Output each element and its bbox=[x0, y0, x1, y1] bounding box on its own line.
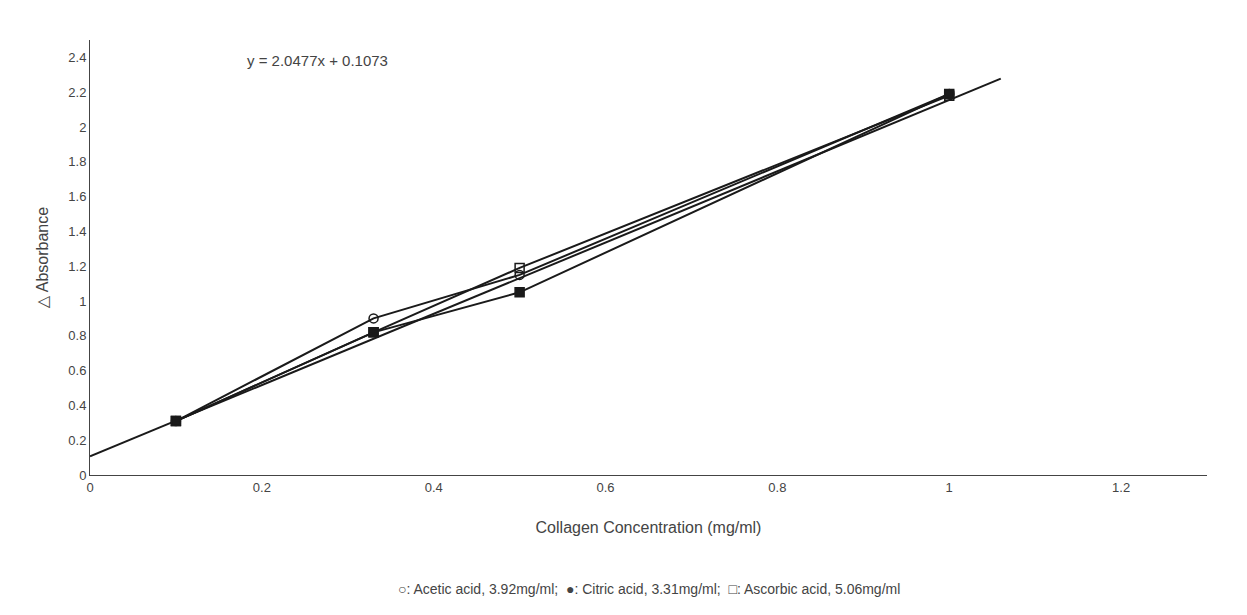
svg-text:0.6: 0.6 bbox=[597, 480, 615, 495]
svg-text:0.8: 0.8 bbox=[68, 328, 86, 343]
svg-text:2.4: 2.4 bbox=[68, 50, 86, 65]
svg-text:Collagen Concentration (mg/ml): Collagen Concentration (mg/ml) bbox=[536, 519, 762, 536]
svg-text:0.4: 0.4 bbox=[425, 480, 443, 495]
svg-text:2: 2 bbox=[79, 120, 86, 135]
svg-text:1.8: 1.8 bbox=[68, 154, 86, 169]
svg-text:1: 1 bbox=[946, 480, 953, 495]
svg-text:0.8: 0.8 bbox=[768, 480, 786, 495]
svg-text:1: 1 bbox=[79, 294, 86, 309]
svg-text:0.2: 0.2 bbox=[253, 480, 271, 495]
svg-text:1.4: 1.4 bbox=[68, 224, 86, 239]
svg-text:△ Absorbance: △ Absorbance bbox=[34, 207, 51, 308]
svg-text:1.6: 1.6 bbox=[68, 189, 86, 204]
svg-text:y = 2.0477x + 0.1073: y = 2.0477x + 0.1073 bbox=[247, 52, 388, 69]
svg-text:0.6: 0.6 bbox=[68, 363, 86, 378]
svg-text:0: 0 bbox=[79, 468, 86, 483]
svg-text:0: 0 bbox=[86, 480, 93, 495]
svg-text:2.2: 2.2 bbox=[68, 85, 86, 100]
svg-text:○: Acetic acid, 3.92mg/ml; ●:: ○: Acetic acid, 3.92mg/ml; ●: Citric aci… bbox=[398, 581, 900, 597]
svg-text:1.2: 1.2 bbox=[1112, 480, 1130, 495]
svg-text:1.2: 1.2 bbox=[68, 259, 86, 274]
svg-text:0.2: 0.2 bbox=[68, 433, 86, 448]
svg-text:0.4: 0.4 bbox=[68, 398, 86, 413]
